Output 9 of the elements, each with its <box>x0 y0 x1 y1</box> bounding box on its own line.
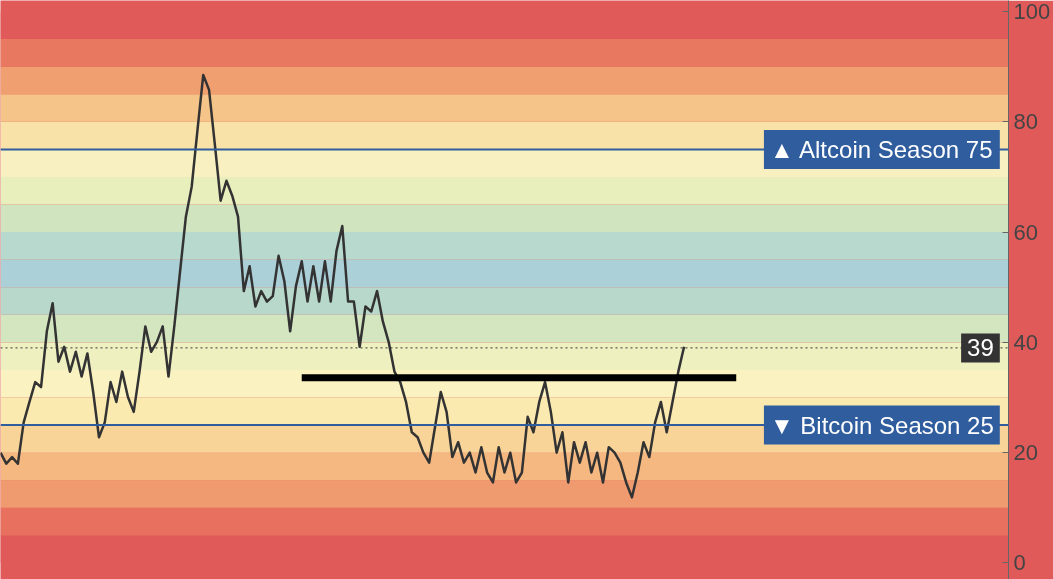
ref-line-label: ▼ Bitcoin Season 25 <box>769 411 994 439</box>
y-tick-label: 100 <box>1013 0 1051 25</box>
y-tick-label: 20 <box>1013 440 1038 466</box>
y-tick-label: 80 <box>1013 109 1038 135</box>
ref-line-label: 39 <box>967 334 994 362</box>
y-tick-label: 40 <box>1013 329 1038 355</box>
ref-line-label: ▲ Altcoin Season 75 <box>769 135 993 163</box>
y-tick-label: 60 <box>1013 219 1038 245</box>
y-tick-label: 0 <box>1013 550 1026 576</box>
